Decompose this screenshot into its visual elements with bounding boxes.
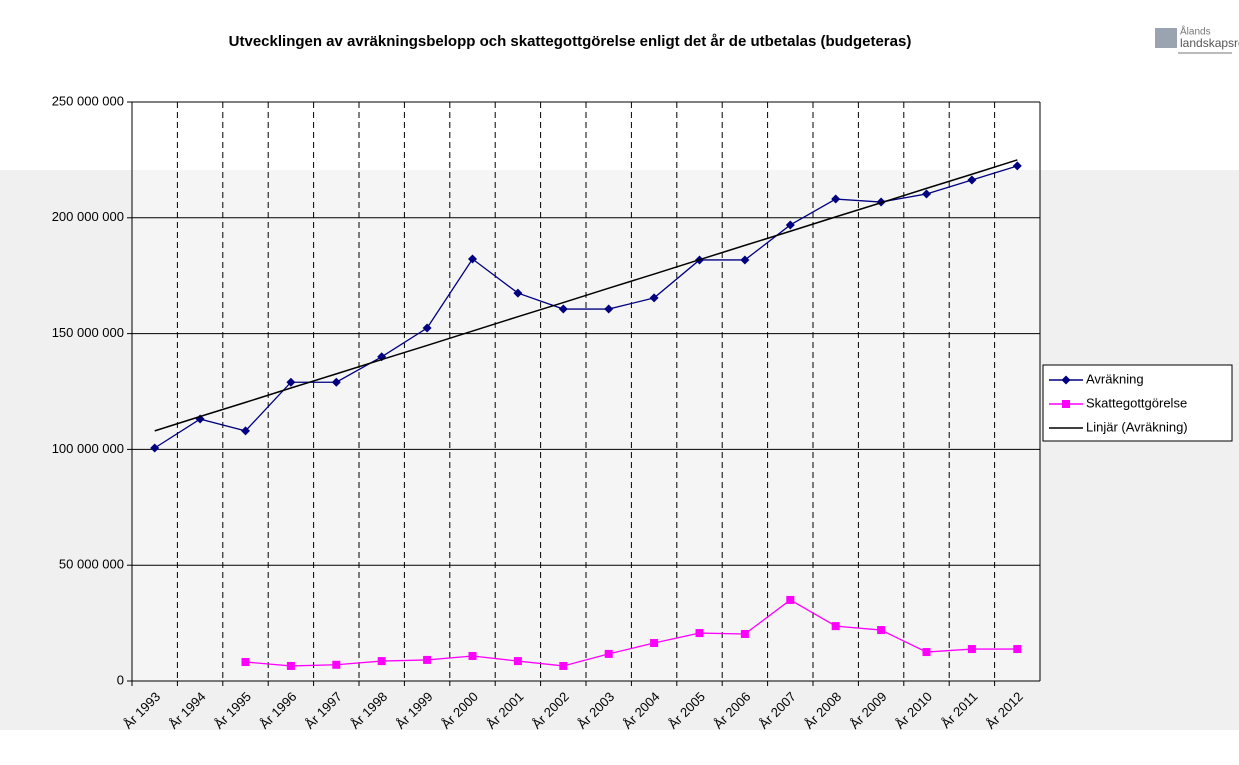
chart: Utvecklingen av avräkningsbelopp och ska… — [0, 0, 1239, 765]
data-point — [832, 622, 840, 630]
y-tick-label: 250 000 000 — [52, 93, 124, 108]
data-point — [696, 629, 704, 637]
y-tick-label: 100 000 000 — [52, 441, 124, 456]
data-point — [287, 662, 295, 670]
legend-marker — [1062, 400, 1070, 408]
data-point — [559, 662, 567, 670]
data-point — [605, 650, 613, 658]
data-point — [923, 648, 931, 656]
data-point — [514, 657, 522, 665]
data-point — [378, 657, 386, 665]
data-point — [242, 658, 250, 666]
legend-label: Avräkning — [1086, 371, 1144, 386]
chart-title: Utvecklingen av avräkningsbelopp och ska… — [229, 33, 912, 50]
y-tick-label: 0 — [117, 672, 124, 687]
logo-text: landskapsregering — [1180, 36, 1239, 50]
legend-label: Skattegottgörelse — [1086, 395, 1187, 410]
y-tick-label: 50 000 000 — [59, 557, 124, 572]
data-point — [786, 596, 794, 604]
data-point — [968, 645, 976, 653]
data-point — [877, 626, 885, 634]
y-tick-label: 200 000 000 — [52, 209, 124, 224]
y-tick-label: 150 000 000 — [52, 325, 124, 340]
logo-icon — [1155, 28, 1177, 48]
data-point — [650, 639, 658, 647]
data-point — [423, 656, 431, 664]
data-point — [469, 652, 477, 660]
data-point — [1013, 645, 1021, 653]
legend-label: Linjär (Avräkning) — [1086, 419, 1188, 434]
data-point — [332, 661, 340, 669]
data-point — [741, 630, 749, 638]
